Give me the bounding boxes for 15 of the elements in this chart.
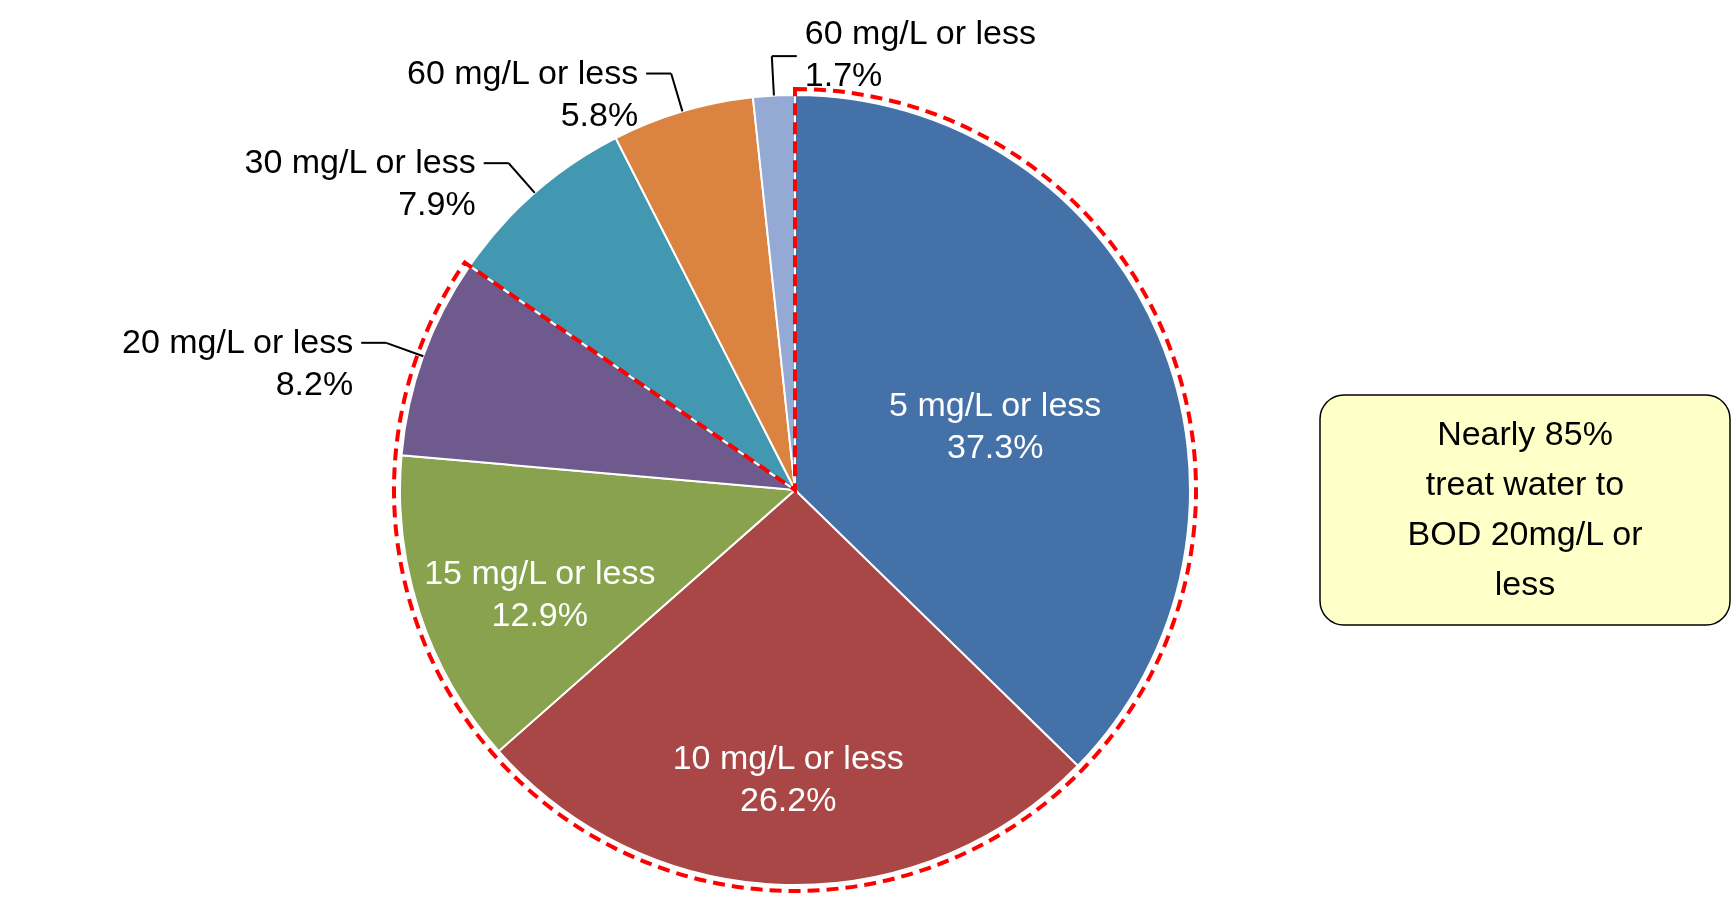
slice-label: 15 mg/L or less [424, 552, 656, 591]
data-label: 26.2% [740, 779, 837, 818]
slice-label: 10 mg/L or less [672, 737, 904, 776]
slice-label: 30 mg/L or less [244, 142, 476, 181]
data-label: 37.3% [946, 426, 1044, 465]
slice-label: 20 mg/L or less [122, 321, 354, 360]
data-label: 5.8% [560, 94, 639, 133]
text: Nearly 85% treat water to BOD 20mg/L or less [1407, 414, 1643, 602]
data-label: 12.9% [491, 594, 589, 633]
slice-label: 60 mg/L or less [804, 13, 1036, 52]
slice-label: 60 mg/L or less [406, 52, 639, 91]
data-label: 8.2% [275, 363, 354, 402]
data-label: 7.9% [398, 184, 476, 223]
slice-label: 5 mg/L or less [889, 384, 1102, 423]
data-label: 1.7% [804, 55, 883, 94]
